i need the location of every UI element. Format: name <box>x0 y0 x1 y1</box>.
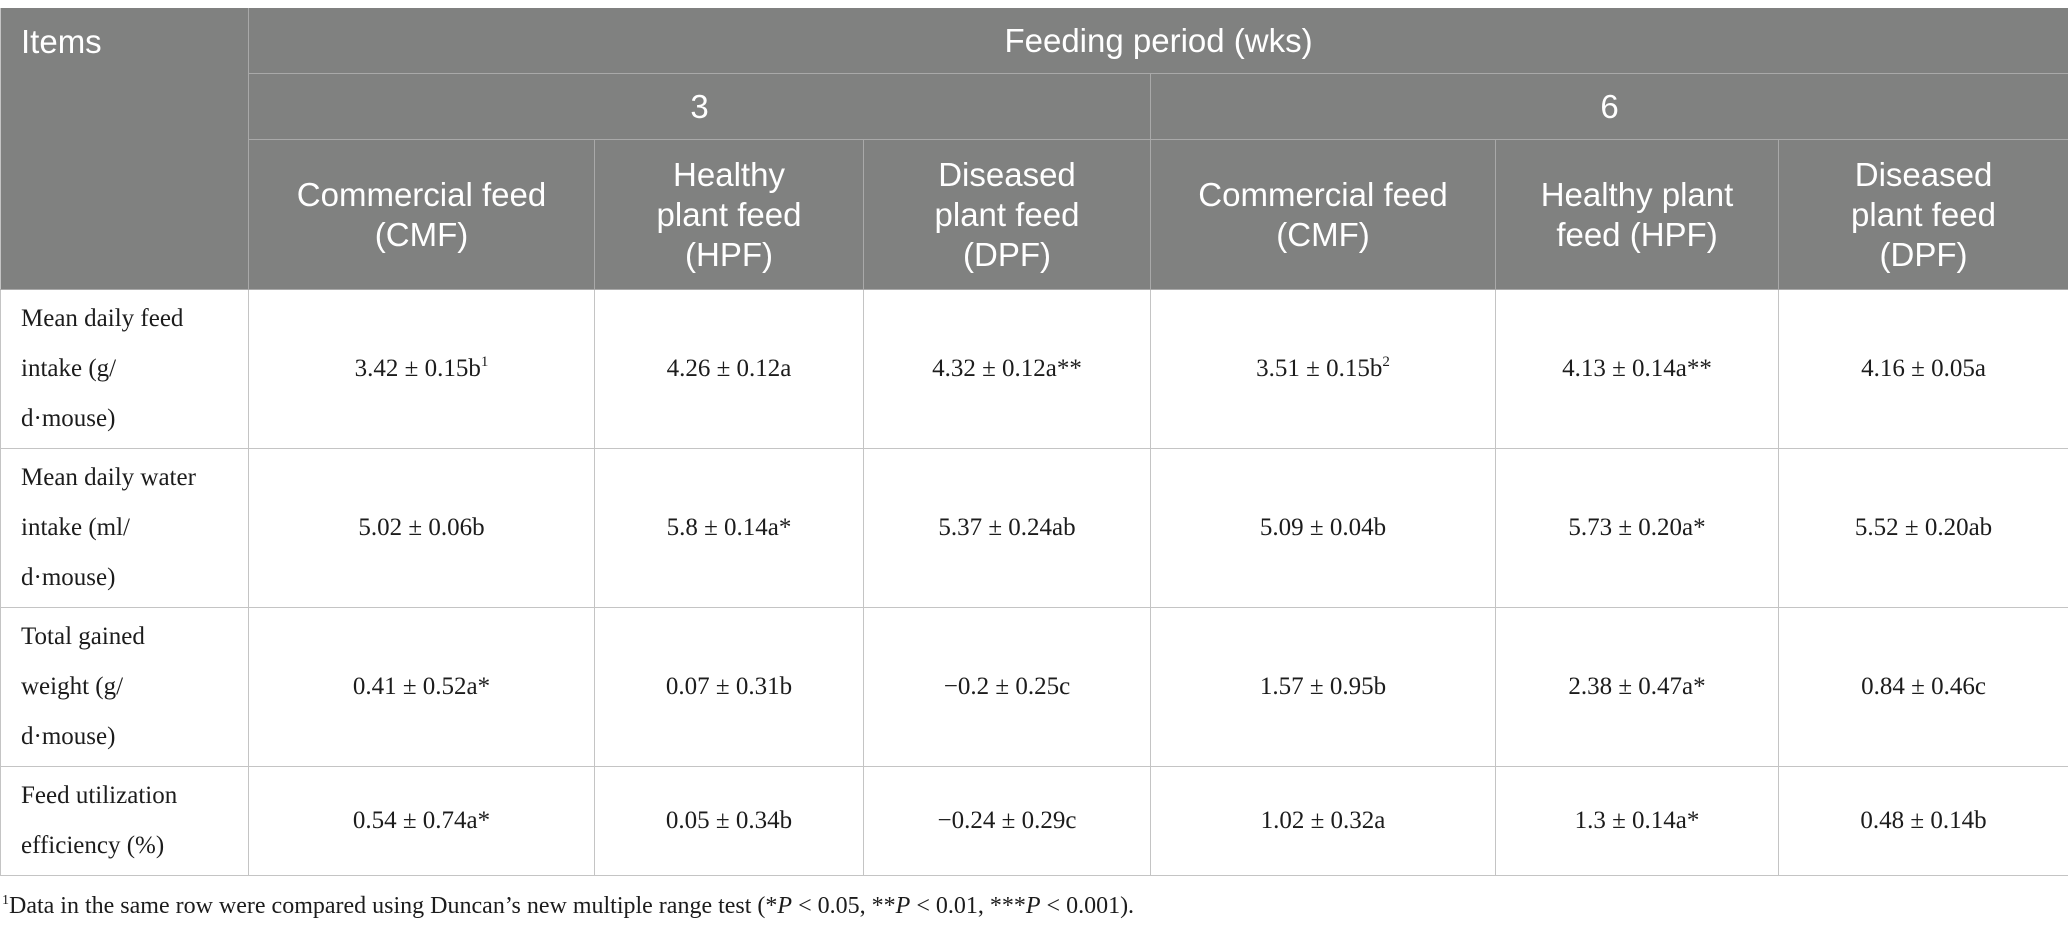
group-header-cmf-3: Commercial feed (CMF) <box>248 139 595 290</box>
table-cell: 4.26 ± 0.12a <box>594 289 864 449</box>
items-header: Items <box>0 8 249 290</box>
table-row: Mean daily feed intake (g/ d·mouse) 3.42… <box>0 289 2068 449</box>
footnote-marker: 2 <box>1382 354 1390 370</box>
table-cell: 2.38 ± 0.47a* <box>1495 607 1779 767</box>
table-cell: 4.32 ± 0.12a** <box>863 289 1151 449</box>
table-cell: 5.09 ± 0.04b <box>1150 448 1496 608</box>
table-cell: 1.57 ± 0.95b <box>1150 607 1496 767</box>
table-cell: 5.52 ± 0.20ab <box>1777 448 2068 608</box>
table-row: Feed utilization efficiency (%) 0.54 ± 0… <box>0 766 2068 876</box>
period-6-header: 6 <box>1149 73 2068 140</box>
row-label: Mean daily water intake (ml/ d·mouse) <box>0 448 249 608</box>
table-cell: 0.54 ± 0.74a* <box>248 766 595 876</box>
data-table: Items Feeding period (wks) 3 6 Commercia… <box>0 8 2068 876</box>
row-label: Feed utilization efficiency (%) <box>0 766 249 876</box>
table-row: Total gained weight (g/ d·mouse) 0.41 ± … <box>0 607 2068 767</box>
group-header-cmf-6: Commercial feed (CMF) <box>1150 139 1496 290</box>
table-cell: 0.07 ± 0.31b <box>594 607 864 767</box>
row-label: Mean daily feed intake (g/ d·mouse) <box>0 289 249 449</box>
table-cell: 3.51 ± 0.15b2 <box>1150 289 1496 449</box>
footnote-marker: 1 <box>480 354 489 370</box>
table-cell: 5.37 ± 0.24ab <box>863 448 1151 608</box>
table-cell: 1.02 ± 0.32a <box>1150 766 1496 876</box>
table-cell: 1.3 ± 0.14a* <box>1495 766 1779 876</box>
table-cell: 3.42 ± 0.15b1 <box>248 289 595 449</box>
table-cell: 4.13 ± 0.14a** <box>1495 289 1779 449</box>
table-cell: −0.2 ± 0.25c <box>863 607 1151 767</box>
table-cell: 5.02 ± 0.06b <box>248 448 595 608</box>
table-cell: 4.16 ± 0.05a <box>1777 289 2068 449</box>
table-cell: 5.73 ± 0.20a* <box>1495 448 1779 608</box>
table-footnote: 1Data in the same row were compared usin… <box>2 893 1135 919</box>
table-cell: 5.8 ± 0.14a* <box>594 448 864 608</box>
group-header-hpf-3: Healthy plant feed (HPF) <box>594 139 864 290</box>
group-header-hpf-6: Healthy plant feed (HPF) <box>1495 139 1779 290</box>
table-cell: 0.05 ± 0.34b <box>594 766 864 876</box>
row-label: Total gained weight (g/ d·mouse) <box>0 607 249 767</box>
feeding-period-header: Feeding period (wks) <box>247 8 2068 74</box>
table-cell: 0.84 ± 0.46c <box>1777 607 2068 767</box>
group-header-dpf-6: Diseased plant feed (DPF) <box>1777 139 2068 290</box>
table-cell: −0.24 ± 0.29c <box>863 766 1151 876</box>
table-cell: 0.41 ± 0.52a* <box>248 607 595 767</box>
table-cell: 0.48 ± 0.14b <box>1777 766 2068 876</box>
group-header-dpf-3: Diseased plant feed (DPF) <box>863 139 1151 290</box>
table-row: Mean daily water intake (ml/ d·mouse) 5.… <box>0 448 2068 608</box>
period-3-header: 3 <box>248 73 1151 140</box>
footnote-marker: 1 <box>2 893 9 908</box>
